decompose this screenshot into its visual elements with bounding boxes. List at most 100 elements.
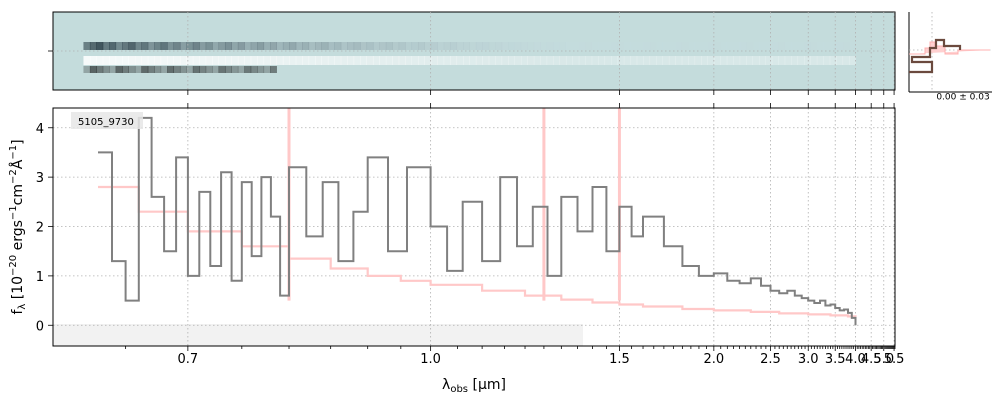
spectrum-2d-pixel: [495, 42, 503, 50]
spectrum-2d-pixel: [392, 56, 400, 65]
spectrum-2d-pixel: [334, 56, 342, 65]
spectrum-2d-pixel: [102, 66, 110, 73]
spectrum-2d-pixel: [694, 42, 702, 50]
spectrum-2d-pixel: [340, 56, 348, 65]
spectrum-2d-pixel: [578, 42, 586, 50]
spectrum-2d-pixel: [141, 42, 149, 50]
spectrum-2d-pixel: [218, 56, 226, 65]
spectrum-2d-pixel: [122, 66, 129, 73]
spectrum-2d-pixel: [276, 56, 284, 65]
spectrum-2d-pixel: [257, 56, 265, 65]
spectrum-2d-pixel: [334, 42, 342, 50]
spectrum-2d-pixel: [572, 56, 580, 65]
spectrum-2d-pixel: [688, 42, 696, 50]
spectrum-2d-pixel: [237, 66, 245, 73]
spectrum-2d-pixel: [591, 42, 599, 50]
spectrum-2d-pixel: [115, 56, 123, 65]
spectrum-2d-pixel: [115, 42, 123, 50]
spectrum-2d-pixel: [810, 42, 818, 50]
y-tick-label: 4: [36, 122, 44, 137]
spectrum-2d-pixel: [816, 56, 824, 65]
spectrum-2d-pixel: [430, 56, 438, 65]
spectrum-2d-pixel: [456, 42, 464, 50]
spectrum-2d-pixel: [122, 42, 129, 50]
spectrum-2d-pixel: [250, 42, 258, 50]
y-label-e1: −20: [8, 255, 19, 276]
spectrum-2d-pixel: [816, 42, 824, 50]
spectrum-2d-pixel: [173, 42, 181, 50]
spectrum-2d-pixel: [803, 42, 811, 50]
spectrum-2d-pixel: [302, 42, 310, 50]
spectrum-2d-pixel: [147, 56, 155, 65]
spectrum-2d-pixel: [668, 56, 676, 65]
spectrum-2d-pixel: [411, 56, 419, 65]
spectrum-2d-pixel: [649, 56, 657, 65]
spectrum-2d-pixel: [231, 66, 239, 73]
spectrum-2d-pixel: [849, 42, 856, 50]
x-tick-label: 5.5: [884, 352, 905, 367]
spectrum-2d-pixel: [501, 42, 509, 50]
spectrum-2d-pixel: [598, 42, 606, 50]
x-axis-label-unit: [μm]: [468, 377, 506, 393]
spectrum-2d-panel: [48, 11, 896, 95]
spectrum-1d-panel: 0.7 1.0 1.5 2.0 2.5 3.0 3.5 4.04.55.05.5 01234 …: [36, 103, 905, 367]
x-tick-label: 4.5: [861, 352, 882, 367]
spectrum-2d-pixel: [102, 42, 110, 50]
spectrum-2d-pixel: [591, 56, 599, 65]
zero-band: [53, 324, 583, 346]
spectrum-2d-pixel: [115, 66, 123, 73]
inset-label: 0.00 ± 0.03: [936, 93, 989, 103]
spectrum-2d-pixel: [263, 42, 271, 50]
spectrum-2d-pixel: [218, 42, 226, 50]
spectrum-2d-pixel: [237, 56, 245, 65]
spectrum-2d-pixel: [758, 56, 766, 65]
spectrum-2d-pixel: [514, 56, 522, 65]
spectrum-2d-pixel: [514, 42, 522, 50]
spectrum-2d-pixel: [469, 42, 477, 50]
x-axis-label-lambda: λ: [442, 377, 450, 393]
spectrum-2d-pixel: [694, 56, 702, 65]
spectrum-2d-pixel: [668, 42, 676, 50]
x-axis-label: λobs [μm]: [442, 377, 506, 395]
spectrum-2d-pixel: [733, 42, 741, 50]
spectrum-2d-pixel: [752, 56, 760, 65]
spectrum-2d-pixel: [720, 56, 728, 65]
spectrum-2d-pixel: [559, 42, 567, 50]
spectrum-2d-pixel: [231, 56, 239, 65]
spectrum-2d-pixel: [134, 56, 142, 65]
spectrum-2d-pixel: [257, 42, 265, 50]
spectrum-2d-pixel: [546, 56, 554, 65]
spectrum-2d-pixel: [244, 66, 252, 73]
spectrum-2d-pixel: [366, 56, 374, 65]
spectrum-2d-pixel: [231, 42, 239, 50]
x-axis-label-sub: obs: [450, 384, 468, 395]
spectrum-2d-pixel: [810, 56, 818, 65]
spectrum-2d-pixel: [282, 56, 290, 65]
spectrum-2d-pixel: [212, 42, 220, 50]
y-label-a: [10: [10, 276, 26, 304]
spectrum-2d-pixel: [295, 56, 303, 65]
spectrum-2d-pixel: [167, 56, 175, 65]
x-tick-label: 3.5: [825, 352, 846, 367]
spectrum-2d-pixel: [276, 42, 284, 50]
spectrum-2d-pixel: [527, 56, 535, 65]
x-tick-label: 0.7: [178, 352, 199, 367]
spectrum-2d-pixel: [508, 56, 515, 65]
spectrum-2d-pixel: [353, 42, 361, 50]
spectrum-2d-pixel: [353, 56, 361, 65]
spectrum-2d-pixel: [765, 42, 773, 50]
spectrum-2d-pixel: [417, 42, 425, 50]
spectrum-2d-pixel: [167, 42, 175, 50]
spectrum-2d-pixel: [102, 56, 110, 65]
spectrum-2d-pixel: [360, 42, 368, 50]
spectrum-2d-pixel: [540, 42, 548, 50]
spectrum-2d-pixel: [205, 56, 213, 65]
spectrum-2d-pixel: [688, 56, 696, 65]
spectrum-2d-pixel: [109, 66, 117, 73]
spectrum-2d-pixel: [205, 66, 213, 73]
y-label-e4: −1: [8, 145, 19, 160]
spectrum-2d-pixel: [752, 42, 760, 50]
spectrum-2d-pixel: [707, 42, 715, 50]
inset-model-profile: [909, 41, 990, 55]
